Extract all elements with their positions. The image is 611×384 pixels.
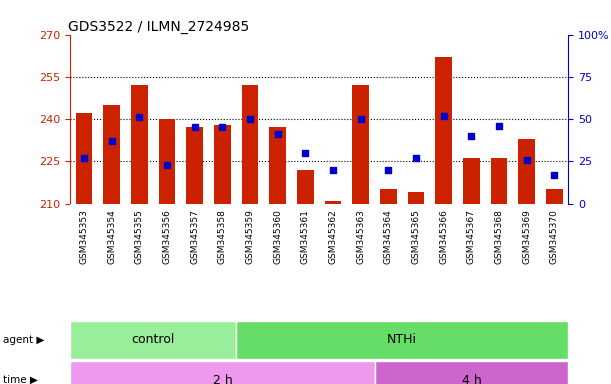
Bar: [408, 192, 425, 204]
Bar: [103, 105, 120, 204]
Point: [107, 138, 117, 144]
Text: GDS3522 / ILMN_2724985: GDS3522 / ILMN_2724985: [68, 20, 249, 33]
Point: [467, 133, 477, 139]
Point: [273, 131, 283, 137]
Point: [301, 150, 310, 156]
Text: GSM345355: GSM345355: [135, 209, 144, 264]
Bar: [236, 321, 568, 359]
Bar: [546, 189, 563, 204]
Point: [356, 116, 365, 122]
Point: [384, 167, 393, 173]
Bar: [325, 201, 342, 204]
Bar: [186, 127, 203, 204]
Bar: [214, 125, 231, 204]
Point: [162, 162, 172, 168]
Point: [218, 124, 227, 131]
Text: GSM345369: GSM345369: [522, 209, 531, 264]
Point: [549, 172, 559, 178]
Point: [79, 155, 89, 161]
Bar: [70, 321, 236, 359]
Bar: [159, 119, 175, 204]
Bar: [70, 361, 375, 384]
Bar: [353, 85, 369, 204]
Text: GSM345365: GSM345365: [412, 209, 420, 264]
Text: agent ▶: agent ▶: [3, 335, 45, 345]
Text: GSM345360: GSM345360: [273, 209, 282, 264]
Point: [190, 124, 200, 131]
Point: [439, 113, 448, 119]
Bar: [131, 85, 148, 204]
Point: [411, 155, 421, 161]
Text: GSM345356: GSM345356: [163, 209, 172, 264]
Text: time ▶: time ▶: [3, 375, 38, 384]
Text: GSM345357: GSM345357: [190, 209, 199, 264]
Point: [245, 116, 255, 122]
Text: GSM345359: GSM345359: [246, 209, 255, 264]
Bar: [436, 57, 452, 204]
Bar: [269, 127, 286, 204]
Bar: [518, 139, 535, 204]
Text: GSM345363: GSM345363: [356, 209, 365, 264]
Text: GSM345368: GSM345368: [494, 209, 503, 264]
Bar: [491, 159, 507, 204]
Bar: [242, 85, 258, 204]
Text: GSM345353: GSM345353: [79, 209, 89, 264]
Text: GSM345354: GSM345354: [108, 209, 116, 264]
Text: GSM345358: GSM345358: [218, 209, 227, 264]
Bar: [76, 113, 92, 204]
Text: 2 h: 2 h: [213, 374, 232, 384]
Bar: [380, 189, 397, 204]
Bar: [297, 170, 313, 204]
Point: [134, 114, 144, 121]
Text: GSM345364: GSM345364: [384, 209, 393, 264]
Point: [494, 123, 504, 129]
Text: NTHi: NTHi: [387, 333, 417, 346]
Text: GSM345370: GSM345370: [550, 209, 559, 264]
Text: GSM345366: GSM345366: [439, 209, 448, 264]
Point: [328, 167, 338, 173]
Text: GSM345361: GSM345361: [301, 209, 310, 264]
Text: control: control: [131, 333, 175, 346]
Bar: [375, 361, 568, 384]
Bar: [463, 159, 480, 204]
Text: GSM345367: GSM345367: [467, 209, 476, 264]
Text: 4 h: 4 h: [461, 374, 481, 384]
Text: GSM345362: GSM345362: [329, 209, 338, 264]
Point: [522, 157, 532, 163]
